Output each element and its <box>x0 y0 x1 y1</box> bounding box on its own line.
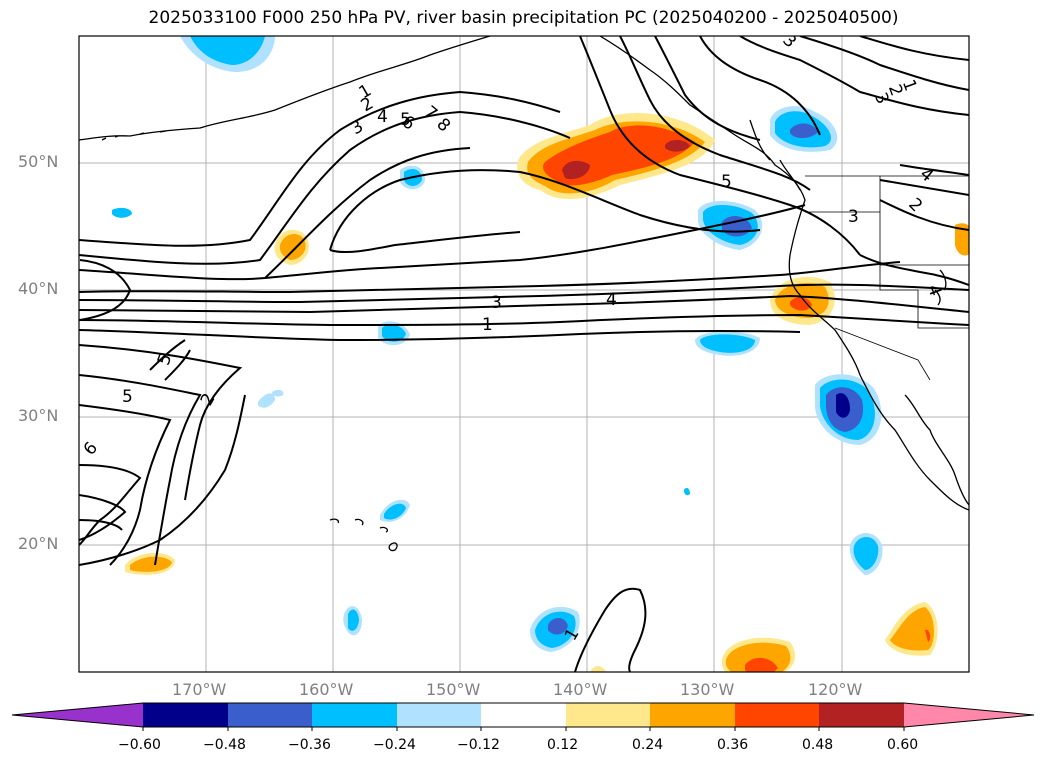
colorbar-swatch <box>481 703 566 727</box>
lon-label-150w: 150°W <box>426 680 481 699</box>
map-frame <box>78 35 970 673</box>
contour-label: 5 <box>721 172 732 192</box>
lat-label-40n: 40°N <box>18 279 59 298</box>
lon-label-120w: 120°W <box>808 680 863 699</box>
contour-label: 5 <box>400 110 411 130</box>
colorbar-swatch <box>904 703 1034 727</box>
colorbar <box>11 702 1035 731</box>
pv-contours <box>79 36 969 672</box>
lat-label-20n: 20°N <box>18 534 59 553</box>
lon-label-140w: 140°W <box>553 680 608 699</box>
contour-label: 4 <box>606 290 617 310</box>
contour-label: 4 <box>377 107 388 127</box>
colorbar-swatch <box>12 703 143 727</box>
contour-label: 3 <box>848 207 859 227</box>
colorbar-swatch <box>735 703 819 727</box>
chart-title: 2025033100 F000 250 hPa PV, river basin … <box>148 8 899 28</box>
lat-label-50n: 50°N <box>18 152 59 171</box>
coastlines <box>79 36 969 552</box>
colorbar-tick-label: −0.12 <box>457 737 500 753</box>
state-borders <box>805 175 969 381</box>
lon-label-160w: 160°W <box>299 680 354 699</box>
lat-label-30n: 30°N <box>18 406 59 425</box>
lon-label-130w: 130°W <box>680 680 735 699</box>
lon-label-170w: 170°W <box>172 680 227 699</box>
colorbar-tick-label: −0.60 <box>118 737 161 753</box>
colorbar-tick-label: 0.24 <box>632 737 664 753</box>
contour-label: 3 <box>491 293 502 313</box>
colorbar-tick-label: −0.48 <box>203 737 246 753</box>
colorbar-swatch <box>819 703 904 727</box>
colorbar-swatch <box>228 703 312 727</box>
colorbar-tick-label: −0.24 <box>373 737 416 753</box>
colorbar-swatch <box>566 703 650 727</box>
contour-label: 1 <box>482 315 493 335</box>
colorbar-swatch <box>312 703 397 727</box>
colorbar-tick-label: −0.36 <box>288 737 331 753</box>
colorbar-swatch <box>397 703 481 727</box>
precipitation-shading <box>112 36 969 672</box>
colorbar-tick-label: 0.48 <box>802 737 834 753</box>
colorbar-tick-label: 0.36 <box>717 737 749 753</box>
colorbar-tick-label: 0.12 <box>547 737 579 753</box>
colorbar-swatch <box>143 703 228 727</box>
colorbar-tick-label: 0.60 <box>887 737 919 753</box>
colorbar-swatch <box>650 703 735 727</box>
contour-label: 5 <box>122 387 133 407</box>
